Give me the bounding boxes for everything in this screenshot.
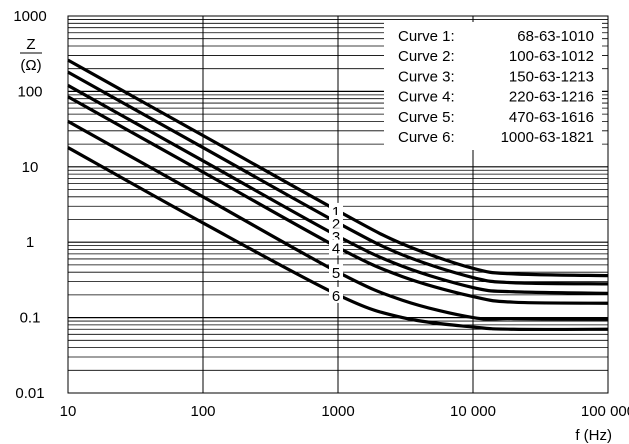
x-tick-label: 10 xyxy=(60,403,77,420)
x-tick-label: 100 000 xyxy=(581,403,629,420)
legend-part-number: 68-63-1010 xyxy=(517,28,594,45)
curve-label-5: 5 xyxy=(332,265,340,282)
legend-part-number: 150-63-1213 xyxy=(509,68,594,85)
x-tick-label: 1000 xyxy=(321,403,354,420)
legend-label: Curve 2: xyxy=(398,48,455,65)
curve-3 xyxy=(67,84,609,295)
curve-label-bg xyxy=(329,264,343,281)
y-tick-label: 0.01 xyxy=(15,385,44,402)
legend-part-number: 470-63-1616 xyxy=(509,109,594,126)
x-tick-label: 10 000 xyxy=(450,403,496,420)
legend: Curve 1: 68-63-1010 Curve 2: 100-63-1012 Cur… xyxy=(384,22,602,150)
y-tick-labels: 1000 100 10 1 0.1 0.01 xyxy=(13,8,46,402)
curve-1 xyxy=(67,58,609,278)
y-tick-label: 10 xyxy=(22,159,39,176)
curve-label-bg xyxy=(329,286,343,303)
curve-label-4: 4 xyxy=(332,241,340,258)
curve-6 xyxy=(67,146,609,332)
y-tick-label: 100 xyxy=(17,83,42,100)
x-tick-label: 100 xyxy=(190,403,215,420)
y-tick-label: 1000 xyxy=(13,8,46,25)
curve-4 xyxy=(67,95,609,305)
curve-5 xyxy=(67,120,609,321)
legend-label: Curve 5: xyxy=(398,109,455,126)
x-axis-title: f (Hz) xyxy=(575,427,612,444)
curve-label-6: 6 xyxy=(332,288,340,305)
legend-label: Curve 3: xyxy=(398,68,455,85)
curve-label-bg xyxy=(329,202,343,219)
curves xyxy=(67,58,609,332)
legend-part-number: 1000-63-1821 xyxy=(501,129,594,146)
y-tick-label: 0.1 xyxy=(20,310,41,327)
curve-2 xyxy=(67,70,609,286)
y-axis-title-top: Z xyxy=(26,36,35,53)
legend-label: Curve 6: xyxy=(398,129,455,146)
y-tick-label: 1 xyxy=(26,234,34,251)
curve-label-1: 1 xyxy=(332,204,340,221)
x-tick-labels: 10 100 1000 10 000 100 000 xyxy=(60,403,629,420)
curve-label-bg xyxy=(329,239,343,256)
legend-part-number: 100-63-1012 xyxy=(509,48,594,65)
legend-label: Curve 1: xyxy=(398,28,455,45)
y-axis-title-bottom: (Ω) xyxy=(20,57,41,74)
curve-label-3: 3 xyxy=(332,229,340,246)
legend-box xyxy=(384,22,602,150)
legend-label: Curve 4: xyxy=(398,89,455,106)
curve-label-2: 2 xyxy=(332,216,340,233)
curve-label-bg xyxy=(329,214,343,231)
plot-frame xyxy=(67,15,609,394)
legend-part-number: 220-63-1216 xyxy=(509,89,594,106)
